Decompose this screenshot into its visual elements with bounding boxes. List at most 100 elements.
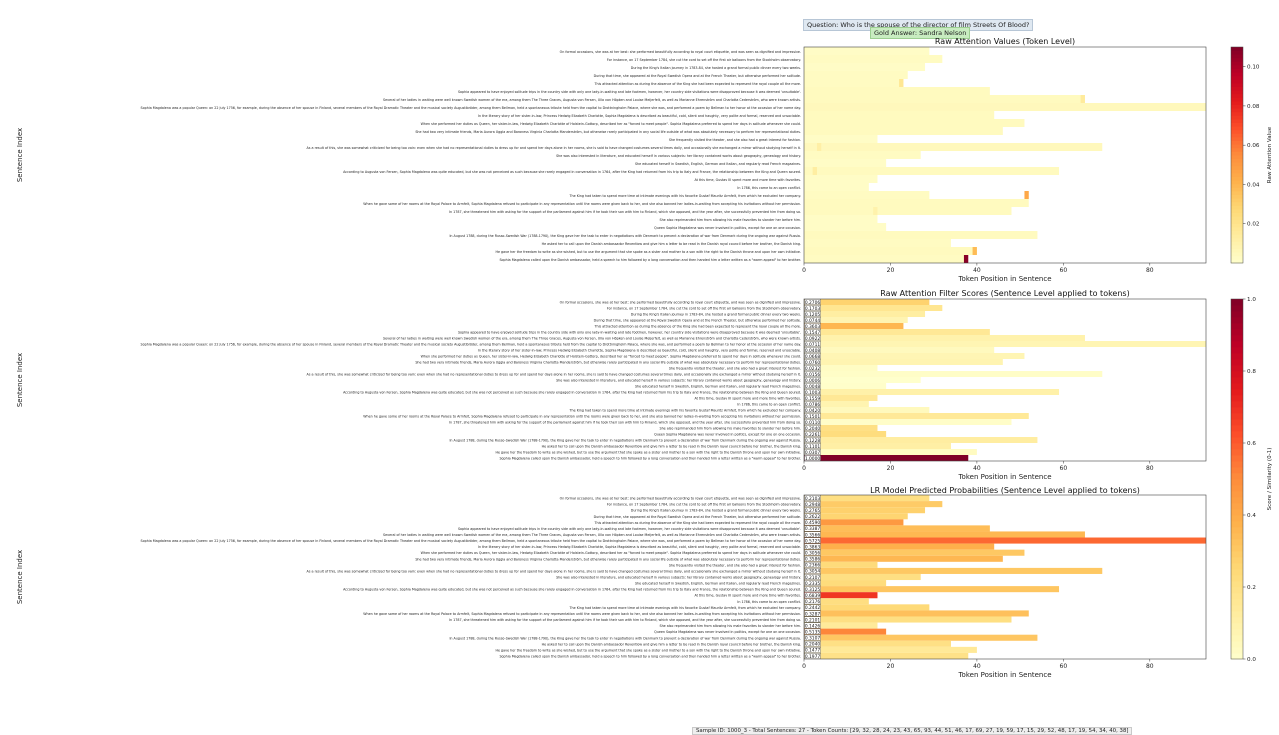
colorbar-segment [1231, 237, 1243, 242]
y-tick-label: She had two very intimate friends, Maria… [415, 361, 801, 365]
value-label: 0.1228 [805, 438, 821, 444]
colorbar-tick-label: 0.4 [1247, 513, 1256, 519]
value-label-box [804, 543, 821, 550]
row-cell [804, 371, 1103, 377]
colorbar-tick-label: 0.06 [1247, 143, 1260, 149]
axes-frame [803, 494, 1207, 660]
x-tick-label: 0 [802, 267, 806, 274]
y-tick-label: Queen Sophia Magdalena was never involve… [654, 630, 801, 634]
y-tick-label: When she performed her duties as Queen, … [421, 122, 801, 126]
colorbar-segment [1231, 389, 1243, 396]
value-label: 0.1003 [805, 390, 821, 396]
colorbar-segment [1231, 245, 1243, 249]
y-tick-label: She was also interested in literature, a… [556, 154, 801, 158]
colorbar-segment [1231, 527, 1243, 534]
row-cell [804, 335, 1085, 341]
y-tick-label: In 1787, she threatened him with asking … [449, 210, 801, 214]
colorbar-segment [1231, 140, 1243, 145]
value-label: 0.1559 [805, 396, 821, 402]
y-tick-label: For instance, on 17 September 1784, she … [607, 307, 801, 311]
value-label-box [804, 371, 821, 377]
y-tick-label: Sophia appeared to have enjoyed solitude… [458, 331, 801, 335]
value-label-box [804, 561, 821, 568]
row-cell [804, 323, 904, 329]
row-cell [804, 507, 926, 514]
y-tick-label: Queen Sophia Magdalena was never involve… [654, 226, 801, 230]
colorbar-segment [1231, 533, 1243, 540]
y-tick-label: In August 1788, during the Russo-Swedish… [449, 636, 801, 640]
row-cell [804, 207, 1012, 215]
value-label: 0.1426 [805, 623, 821, 629]
colorbar-segment [1231, 133, 1243, 138]
value-label-box [804, 353, 821, 359]
colorbar-segment [1231, 473, 1243, 480]
y-tick-label: For instance, on 17 September 1784, she … [607, 503, 801, 507]
row-cell [804, 543, 995, 550]
y-tick-label: During the King's Italian journey in 178… [631, 509, 801, 513]
colorbar-segment [1231, 137, 1243, 141]
value-label: 0.1703 [805, 306, 821, 312]
row-cell [804, 437, 1038, 443]
colorbar-segment [1231, 126, 1243, 131]
row-cell [804, 431, 887, 437]
value-label: 0.1101 [805, 444, 821, 450]
x-tick-label: 20 [887, 465, 895, 472]
colorbar-segment [1231, 205, 1243, 210]
colorbar-segment [1231, 227, 1243, 231]
row-cell [804, 329, 990, 335]
heatmap-panel-3: LR Model Predicted Probabilities (Senten… [16, 486, 1207, 679]
value-label-box [804, 622, 821, 629]
row-cell [804, 103, 1206, 111]
y-axis-label: Sentence Index [16, 353, 24, 407]
value-label-box [804, 501, 821, 507]
value-label: 0.0668 [805, 354, 821, 360]
x-axis-label: Token Position in Sentence [957, 275, 1051, 283]
value-label-box [804, 365, 821, 371]
row-cell [804, 449, 977, 455]
value-label-box [804, 383, 821, 389]
colorbar-tick-label: 0.10 [1247, 65, 1260, 71]
token-cell [972, 247, 977, 255]
y-tick-label: As a result of this, she was somewhat cr… [306, 569, 801, 573]
row-cell [804, 383, 887, 389]
row-cell [804, 525, 990, 532]
value-label-box [804, 525, 821, 532]
row-cell [804, 616, 1012, 623]
value-label-box [804, 519, 821, 526]
row-cell [804, 341, 1206, 347]
y-tick-label: The King had taken to spend more time at… [569, 606, 801, 610]
value-label: 0.2040 [805, 642, 821, 648]
colorbar-segment [1231, 115, 1243, 120]
y-tick-label: She educated herself in Swedish, English… [635, 385, 801, 389]
row-cell [804, 347, 995, 353]
colorbar-segment [1231, 587, 1243, 594]
value-label-box [804, 389, 821, 395]
colorbar-segment [1231, 455, 1243, 462]
value-label-box [804, 592, 821, 599]
colorbar-label: Score / Similarity (0-1) [1267, 448, 1273, 511]
x-tick-label: 60 [1060, 267, 1068, 274]
axes-frame [803, 298, 1207, 462]
value-label: 0.0307 [805, 450, 821, 456]
colorbar-tick-label: 0.2 [1247, 585, 1256, 591]
y-tick-label: She had two very intimate friends, Maria… [415, 557, 801, 561]
value-label: 0.3566 [805, 532, 821, 538]
colorbar-segment [1231, 497, 1243, 504]
value-label: 0.0006 [805, 378, 821, 384]
value-label-box [804, 437, 821, 443]
y-tick-label: Several of her ladies in waiting were we… [383, 533, 801, 537]
colorbar-segment [1231, 183, 1243, 188]
row-cell [804, 191, 930, 199]
y-tick-label: She also reprimanded him from allowing h… [659, 218, 801, 222]
row-cell [804, 299, 930, 305]
y-tick-label: She had two very intimate friends, Maria… [415, 130, 801, 134]
colorbar-segment [1231, 629, 1243, 636]
token-cell [873, 207, 878, 215]
value-label-box [804, 407, 821, 413]
colorbar-segment [1231, 255, 1243, 260]
value-label-box [804, 413, 821, 419]
value-label: 0.1501 [805, 414, 821, 420]
y-axis-label: Sentence Index [16, 128, 24, 182]
y-tick-label: As a result of this, she was somewhat cr… [306, 146, 801, 150]
